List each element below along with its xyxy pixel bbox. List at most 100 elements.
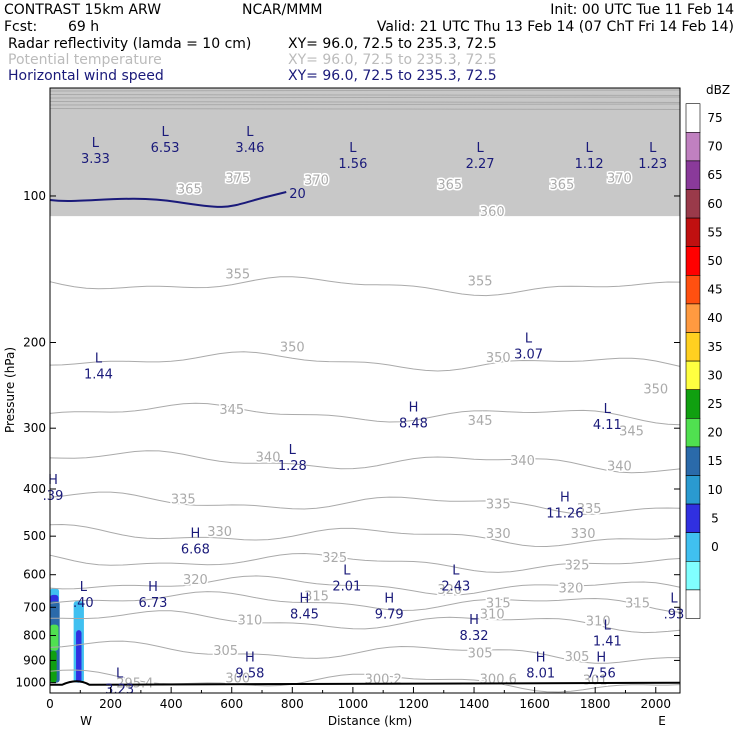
- theta-contour-line: [49, 491, 681, 515]
- theta-contour-label: 315: [304, 589, 329, 604]
- colorbar-swatch: [685, 475, 701, 505]
- colorbar-swatch: [685, 446, 701, 476]
- field-xy: XY= 96.0, 72.5 to 235.3, 72.5: [288, 52, 497, 68]
- extremum-value: 1.41: [593, 635, 622, 650]
- colorbar-swatch: [685, 132, 701, 162]
- extremum-value: .40: [73, 596, 94, 611]
- colorbar-swatch: [685, 360, 701, 391]
- extremum-low-marker: L: [604, 402, 612, 417]
- extremum-value: .39: [43, 489, 64, 504]
- theta-contour-label: 370: [304, 174, 329, 189]
- colorbar-level: 45: [707, 283, 722, 297]
- extremum-value: 1.56: [338, 157, 367, 172]
- theta-contour-label: 345: [219, 403, 244, 418]
- field-xy: XY= 96.0, 72.5 to 235.3, 72.5: [288, 68, 497, 84]
- extremum-value: 6.73: [139, 596, 168, 611]
- init-time: Init: 00 UTC Tue 11 Feb 14: [550, 2, 734, 18]
- theta-contour-label: 305: [565, 650, 590, 665]
- colorbar-level: 0: [711, 540, 719, 554]
- colorbar-level: 15: [707, 454, 722, 468]
- header: CONTRAST 15km ARW NCAR/MMM Init: 00 UTC …: [4, 2, 734, 84]
- extremum-value: 3.33: [81, 152, 110, 167]
- colorbar-level: 35: [707, 340, 722, 354]
- extremum-low-marker: L: [586, 141, 594, 156]
- theta-contour-label: 330: [571, 527, 596, 542]
- org-label: NCAR/MMM: [242, 2, 323, 18]
- extremum-high-marker: H: [148, 580, 158, 595]
- valid-time: Valid: 21 UTC Thu 13 Feb 14 (07 ChT Fri …: [377, 19, 734, 35]
- y-tick-label: 600: [23, 568, 46, 582]
- theta-contour-label: 320: [559, 581, 584, 596]
- reflectivity-patch: [50, 624, 59, 651]
- extremum-value: 8.32: [460, 629, 489, 644]
- x-tick-label: 2000: [640, 697, 671, 711]
- theta-contour-label: 310: [480, 608, 505, 623]
- theta-contour-line: [49, 523, 681, 548]
- extremum-low-marker: L: [349, 141, 357, 156]
- extremum-value: 7.56: [587, 666, 616, 681]
- theta-contour-label: 300.6: [480, 672, 517, 687]
- theta-contour-label: 330: [207, 525, 232, 540]
- field-legend: Radar reflectivity (lamda = 10 cm) XY= 96…: [8, 36, 497, 84]
- extremum-high-marker: H: [300, 591, 310, 606]
- theta-contour-label: 305: [468, 646, 493, 661]
- colorbar-swatch: [685, 160, 701, 190]
- theta-contour-label: 325: [322, 551, 347, 566]
- theta-contour-label: 340: [256, 451, 281, 466]
- theta-contour-label: 350: [486, 351, 511, 366]
- theta-contour-label: 301: [583, 674, 608, 689]
- theta-contour-label: 365: [177, 183, 202, 198]
- theta-contour-label: 355: [468, 275, 493, 290]
- extremum-low-marker: L: [80, 580, 88, 595]
- colorbar-swatch: [685, 217, 701, 248]
- field-name: Horizontal wind speed: [8, 68, 164, 84]
- x-axis-label: Distance (km): [328, 714, 412, 728]
- theta-contour-label: 370: [607, 171, 632, 186]
- theta-contour-label: 330: [486, 527, 511, 542]
- extremum-value: 1.12: [575, 157, 604, 172]
- extremum-low-marker: L: [649, 141, 657, 156]
- theta-contour-line: [49, 575, 681, 596]
- extremum-value: 1.23: [638, 157, 667, 172]
- theta-contour-label: 365: [549, 178, 574, 193]
- colorbar-level: 50: [707, 254, 722, 268]
- colorbar-level: 60: [707, 197, 722, 211]
- colorbar-level: 30: [707, 368, 722, 382]
- extremum-value: 6.68: [181, 543, 210, 558]
- theta-contour-label: 365: [437, 178, 462, 193]
- theta-contour-label: 315: [486, 597, 511, 612]
- colorbar-level: 75: [707, 111, 722, 125]
- theta-contour-line: [49, 552, 681, 573]
- x-axis: 0 200 400 600 800 1000 1200 1400 1600 1800 2000: [46, 687, 671, 711]
- theta-contour-label: 310: [237, 613, 262, 628]
- extremum-value: 1.44: [84, 368, 113, 383]
- gray-band-line: [49, 108, 681, 110]
- y-tick-label: 400: [23, 482, 46, 496]
- gray-band-line: [49, 96, 681, 99]
- theta-contour-label: 345: [619, 425, 644, 440]
- extremum-value: 2.01: [332, 579, 361, 594]
- theta-contours: [49, 276, 681, 693]
- extremum-value: 9.58: [235, 666, 264, 681]
- extremum-value: 8.01: [526, 666, 555, 681]
- gray-band-line: [49, 103, 681, 106]
- colorbar-title: dBZ: [706, 83, 730, 97]
- x-tick-label: 400: [160, 697, 183, 711]
- colorbar-swatch: [685, 389, 701, 419]
- gray-band-line: [49, 94, 681, 96]
- colorbar-swatch: [685, 589, 701, 619]
- wind-speed-contour-label: 20: [289, 187, 306, 202]
- y-tick-label: 700: [23, 600, 46, 614]
- theta-contour-label: 350: [280, 341, 305, 356]
- extremum-low-marker: L: [343, 563, 351, 578]
- extremum-low-marker: L: [525, 332, 533, 347]
- extremum-value: 8.45: [290, 607, 319, 622]
- field-name: Radar reflectivity (lamda = 10 cm): [8, 36, 251, 52]
- extremum-high-marker: H: [596, 650, 606, 665]
- colorbar-level: 55: [707, 225, 722, 239]
- colorbar-swatch: [685, 417, 701, 448]
- theta-contour-line: [49, 591, 681, 613]
- y-tick-label: 800: [23, 629, 46, 643]
